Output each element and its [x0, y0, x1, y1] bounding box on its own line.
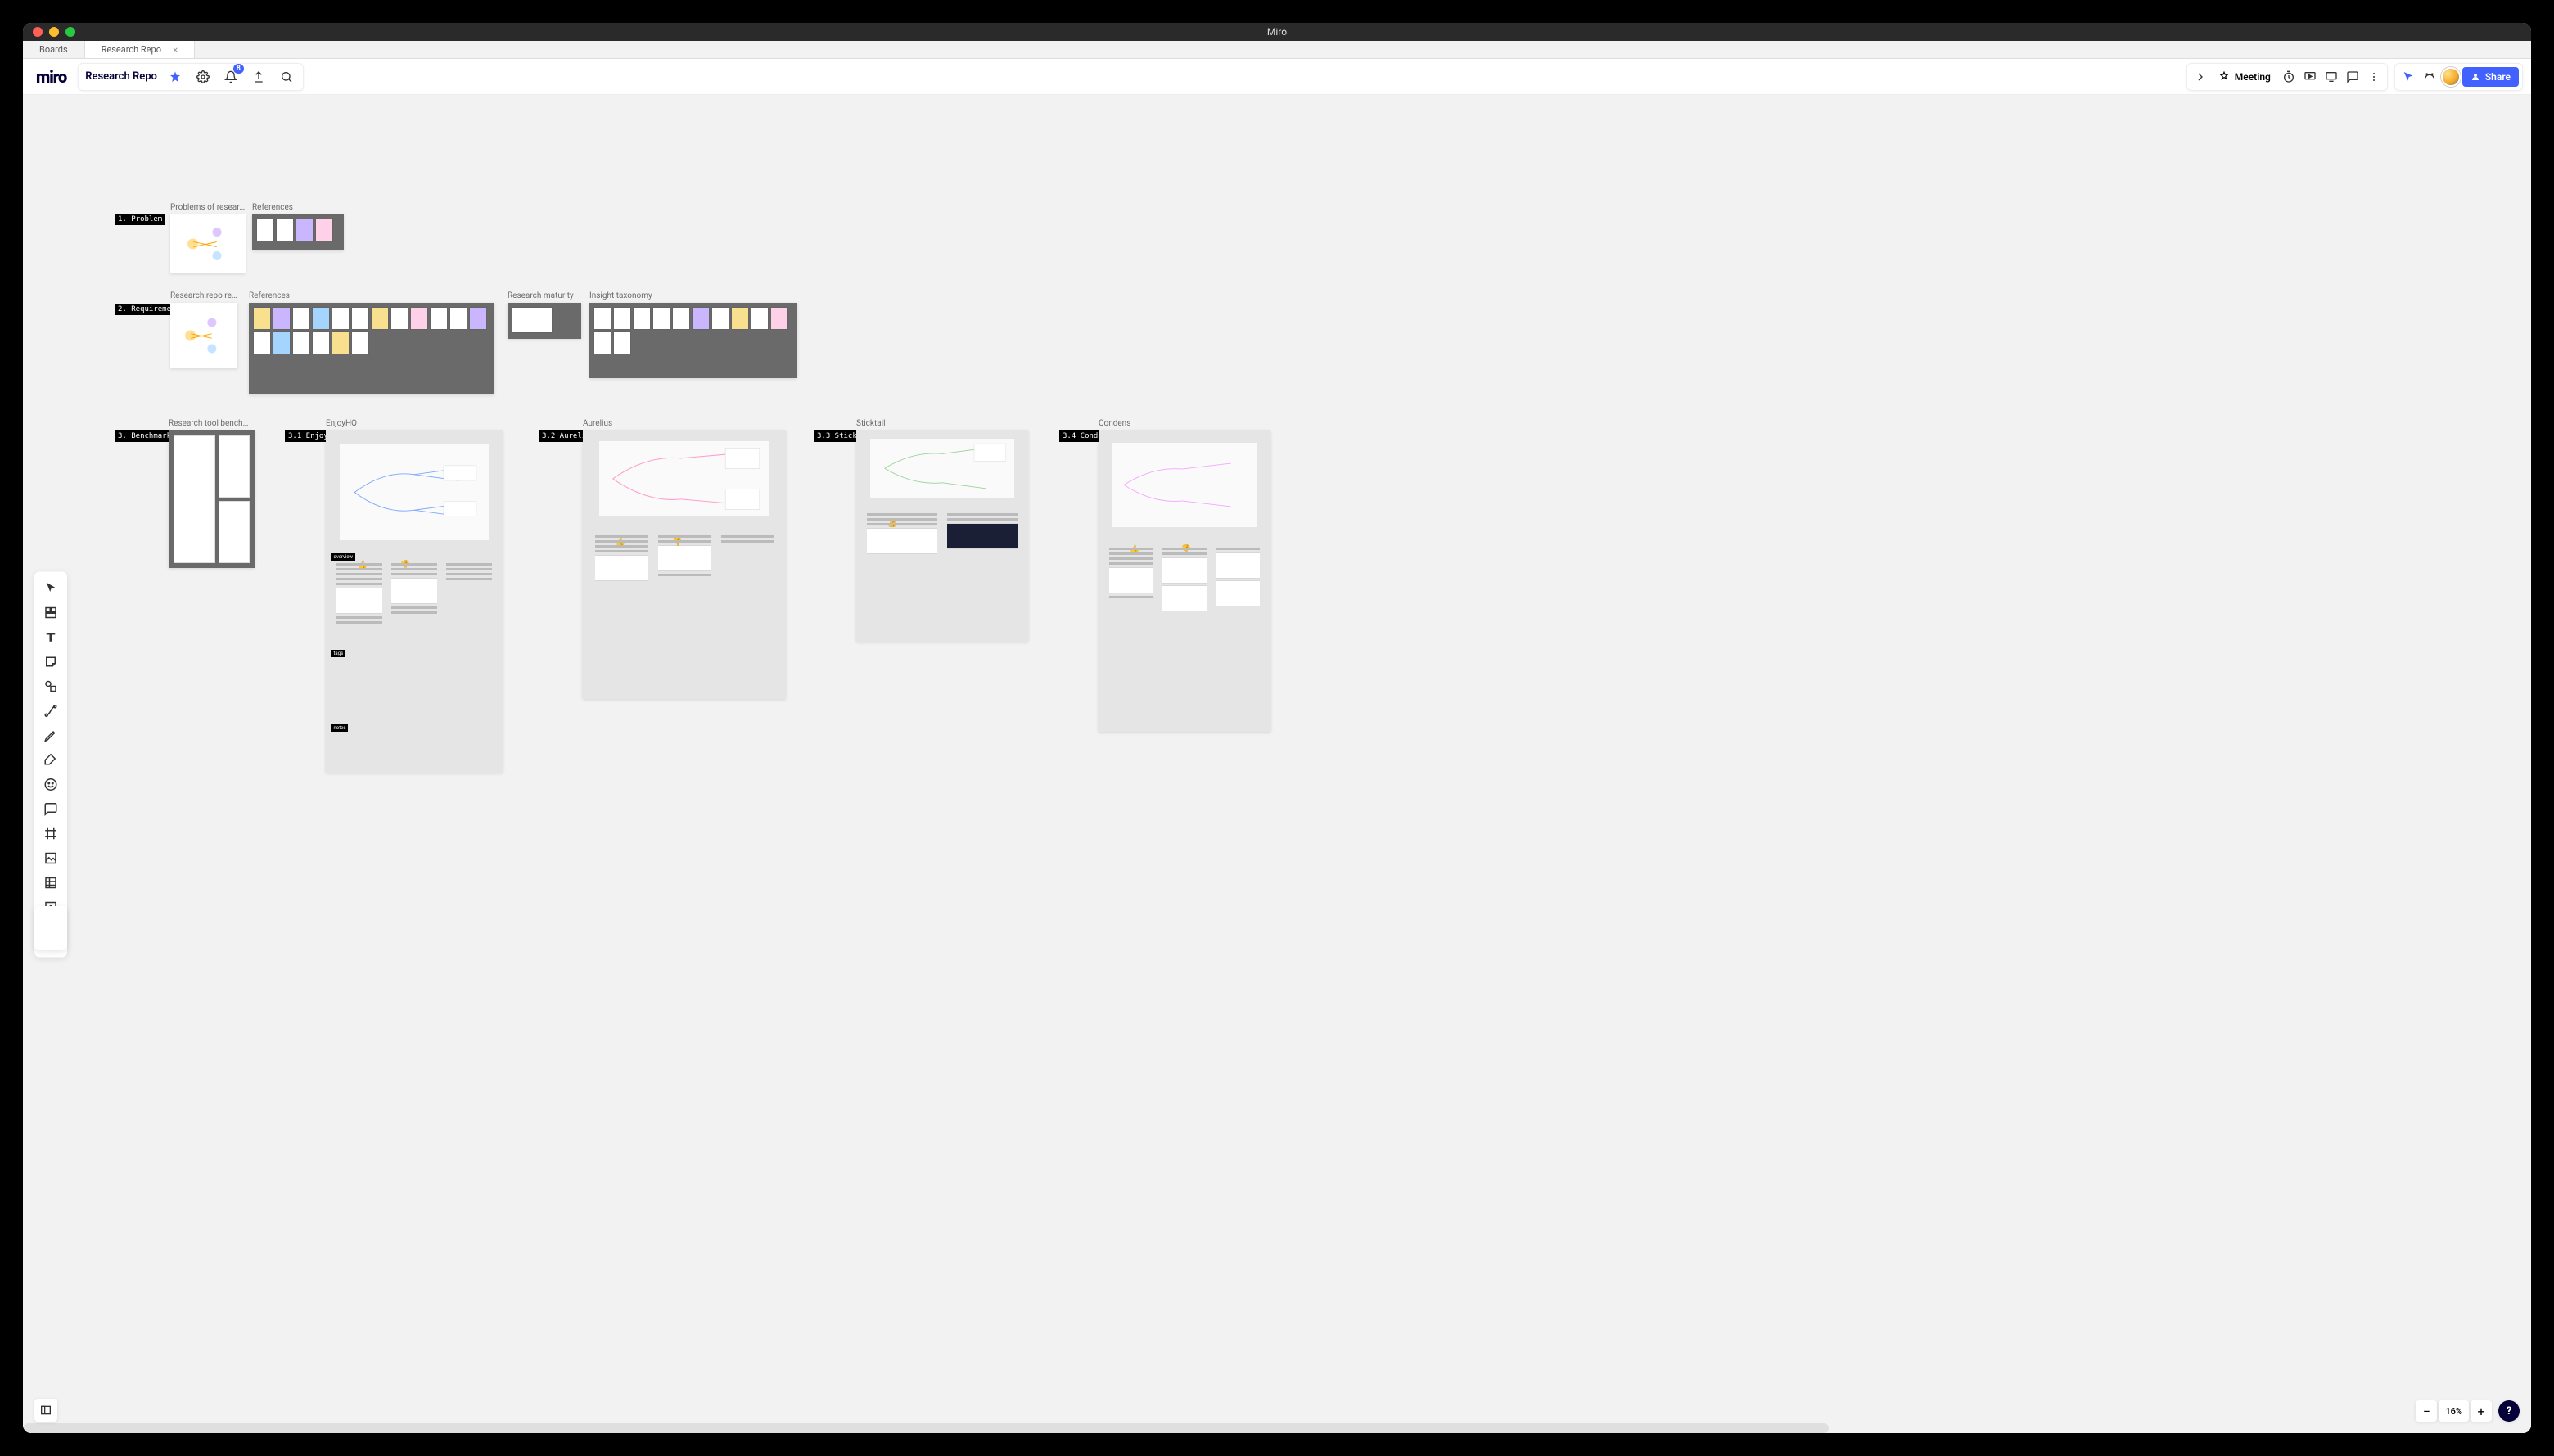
close-window-button[interactable]: [33, 27, 43, 37]
meeting-label: Meeting: [2235, 71, 2271, 83]
present-icon[interactable]: [2300, 67, 2320, 87]
cursor-follow-icon[interactable]: [2398, 67, 2418, 87]
benchmark-panel: overview tags notes 👍 👎: [326, 430, 503, 773]
highlighter-tool[interactable]: [39, 748, 62, 771]
miro-logo[interactable]: miro: [31, 67, 71, 87]
star-icon[interactable]: [165, 67, 185, 87]
board-header: miro Research Repo 8: [23, 59, 2531, 95]
mindmap-thumb: [170, 214, 246, 273]
frame-title: Research maturity: [508, 291, 581, 300]
document-tabstrip: Boards Research Repo ×: [23, 41, 2531, 59]
zoom-out-button[interactable]: −: [2416, 1400, 2437, 1422]
cursor-tool[interactable]: [39, 576, 62, 599]
frame-problems[interactable]: Problems of research in S...: [170, 203, 246, 273]
table-tool[interactable]: [39, 871, 62, 894]
thumbs: [589, 303, 797, 358]
emoji-tool[interactable]: [39, 773, 62, 796]
collab-controls: Meeting: [2186, 63, 2388, 91]
close-tab-icon[interactable]: ×: [173, 44, 178, 56]
frame-title: Research tool benchmark: [169, 419, 255, 428]
pen-tool[interactable]: [39, 723, 62, 746]
frame-title: Condens: [1099, 419, 1270, 428]
shapes-tool[interactable]: [39, 674, 62, 697]
share-label: Share: [2485, 71, 2511, 83]
settings-icon[interactable]: [193, 67, 213, 87]
frame-references-1[interactable]: References: [252, 203, 344, 250]
screenshare-icon[interactable]: [2322, 67, 2341, 87]
frame-title: Aurelius: [583, 419, 786, 428]
frame-enjoyhq[interactable]: EnjoyHQ overview tags notes 👍 👎: [326, 419, 503, 773]
search-icon[interactable]: [277, 67, 296, 87]
notification-badge: 8: [233, 64, 244, 74]
minimize-window-button[interactable]: [49, 27, 59, 37]
frame-title: Insight taxonomy: [589, 291, 797, 300]
user-avatar[interactable]: [2441, 67, 2461, 87]
titlebar: Miro: [23, 23, 2531, 41]
window-title: Miro: [23, 26, 2531, 38]
tool-thumb: [169, 430, 255, 568]
left-toolbar: [34, 571, 67, 957]
sticky-tool[interactable]: [39, 650, 62, 673]
undo-redo: [34, 906, 67, 950]
frame-requirements[interactable]: Research repo require...: [170, 291, 237, 368]
templates-tool[interactable]: [39, 601, 62, 624]
facilitation-controls: Share: [2394, 63, 2523, 91]
comments-icon[interactable]: [2343, 67, 2362, 87]
traffic-lights: [23, 27, 75, 37]
zoom-in-button[interactable]: +: [2471, 1400, 2492, 1422]
frame-title: References: [252, 203, 344, 212]
frame-references-2[interactable]: References: [249, 291, 494, 394]
thumbs: [249, 303, 494, 358]
image-tool[interactable]: [39, 846, 62, 869]
tab-research-repo[interactable]: Research Repo ×: [85, 41, 196, 58]
frame-title: Research repo require...: [170, 291, 237, 300]
more-icon[interactable]: [2364, 67, 2384, 87]
export-icon[interactable]: [249, 67, 268, 87]
zoom-value[interactable]: 16%: [2439, 1400, 2469, 1422]
share-button[interactable]: Share: [2462, 67, 2519, 87]
canvas-viewport[interactable]: 1. Problem 2. Requirements 3. Benchmark …: [23, 95, 2531, 1433]
thumbs: [508, 303, 581, 337]
timer-icon[interactable]: [2279, 67, 2299, 87]
tab-boards[interactable]: Boards: [23, 41, 85, 58]
frame-maturity[interactable]: Research maturity: [508, 291, 581, 339]
thumbs: [252, 214, 344, 246]
frame-tool[interactable]: [39, 822, 62, 845]
board-name: Research Repo: [85, 70, 157, 83]
mindmap-thumb: [170, 303, 237, 368]
frame-aurelius[interactable]: Aurelius 👍 👎: [583, 419, 786, 699]
zoom-controls: − 16% + ?: [2416, 1400, 2520, 1422]
zoom-window-button[interactable]: [65, 27, 75, 37]
frame-title: Problems of research in S...: [170, 203, 246, 212]
tab-label: Boards: [39, 44, 68, 55]
section-tag: 3. Benchmark: [115, 430, 174, 442]
chevron-icon[interactable]: [2191, 67, 2210, 87]
reactions-icon[interactable]: [2420, 67, 2439, 87]
meeting-button[interactable]: Meeting: [2212, 68, 2277, 86]
connector-tool[interactable]: [39, 699, 62, 722]
section-tag: 1. Problem: [115, 214, 165, 225]
benchmark-panel: 👍 👎: [583, 430, 786, 699]
frame-benchmark[interactable]: Research tool benchmark: [169, 419, 255, 568]
help-button[interactable]: ?: [2498, 1400, 2520, 1422]
horizontal-scrollbar[interactable]: [23, 1423, 1829, 1433]
app-window: Miro Boards Research Repo × miro Researc…: [23, 23, 2531, 1433]
frame-title: Sticktail: [856, 419, 1028, 428]
comment-tool[interactable]: [39, 797, 62, 820]
benchmark-panel: 👍 👎: [1099, 430, 1270, 732]
frame-title: EnjoyHQ: [326, 419, 503, 428]
minimap-toggle[interactable]: [34, 1399, 57, 1422]
frame-condens[interactable]: Condens 👍 👎: [1099, 419, 1270, 732]
board-name-chip[interactable]: Research Repo 8: [78, 63, 304, 91]
tab-label: Research Repo: [102, 44, 161, 55]
text-tool[interactable]: [39, 625, 62, 648]
benchmark-panel: 👍: [856, 430, 1028, 642]
bell-icon[interactable]: 8: [221, 67, 241, 87]
board-canvas[interactable]: 1. Problem 2. Requirements 3. Benchmark …: [23, 95, 2531, 1433]
frame-sticktail[interactable]: Sticktail 👍: [856, 419, 1028, 642]
frame-title: References: [249, 291, 494, 300]
frame-taxonomy[interactable]: Insight taxonomy: [589, 291, 797, 378]
